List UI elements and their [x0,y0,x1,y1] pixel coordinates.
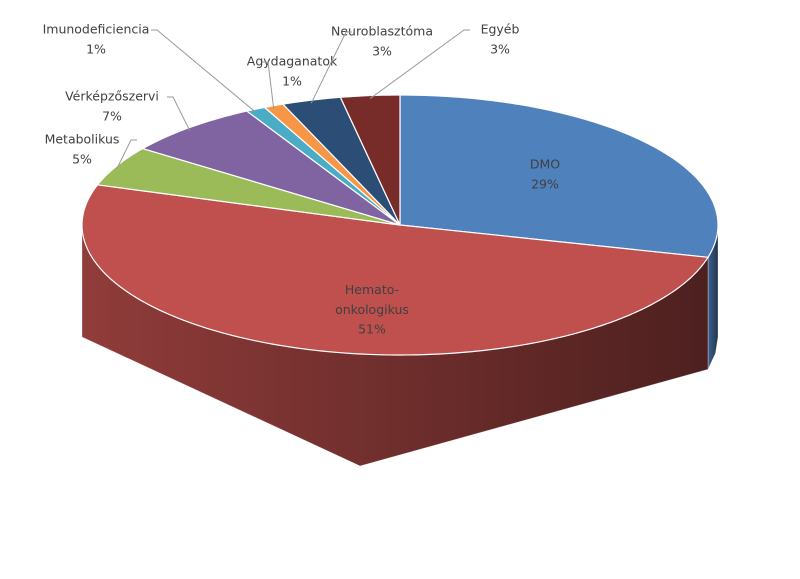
label-line: Hemato- [345,282,399,297]
slice [339,94,401,226]
slice [81,184,710,356]
slice [141,110,401,226]
data-label-name: Hemato-onkologikus [335,282,409,317]
leader-line [369,29,470,100]
slice [281,96,401,226]
data-label-name: Imunodeficiencia [43,22,150,37]
slice [399,94,719,258]
leader-line [151,29,256,113]
leader-line [116,139,137,170]
data-label-name: Neuroblasztóma [331,24,433,39]
leader-line [310,31,352,104]
data-label-value: 1% [282,74,302,89]
data-label-name: Vérképzőszervi [65,89,159,104]
label-line: onkologikus [335,302,409,317]
leader-line [262,61,275,109]
data-label-name: Egyéb [481,22,520,37]
data-label-value: 7% [102,109,122,124]
data-label-value: 1% [86,42,106,57]
data-label-name: DMO [530,157,560,172]
leader-line [167,96,191,131]
data-label-value: 3% [372,44,392,59]
data-label-value: 3% [490,42,510,57]
data-label-value: 29% [531,177,559,192]
data-label-name: Metabolikus [45,132,120,147]
data-label-value: 5% [72,152,92,167]
data-label-value: 51% [358,322,386,337]
slice [96,147,401,226]
data-label-name: Agydaganatok [247,54,338,69]
